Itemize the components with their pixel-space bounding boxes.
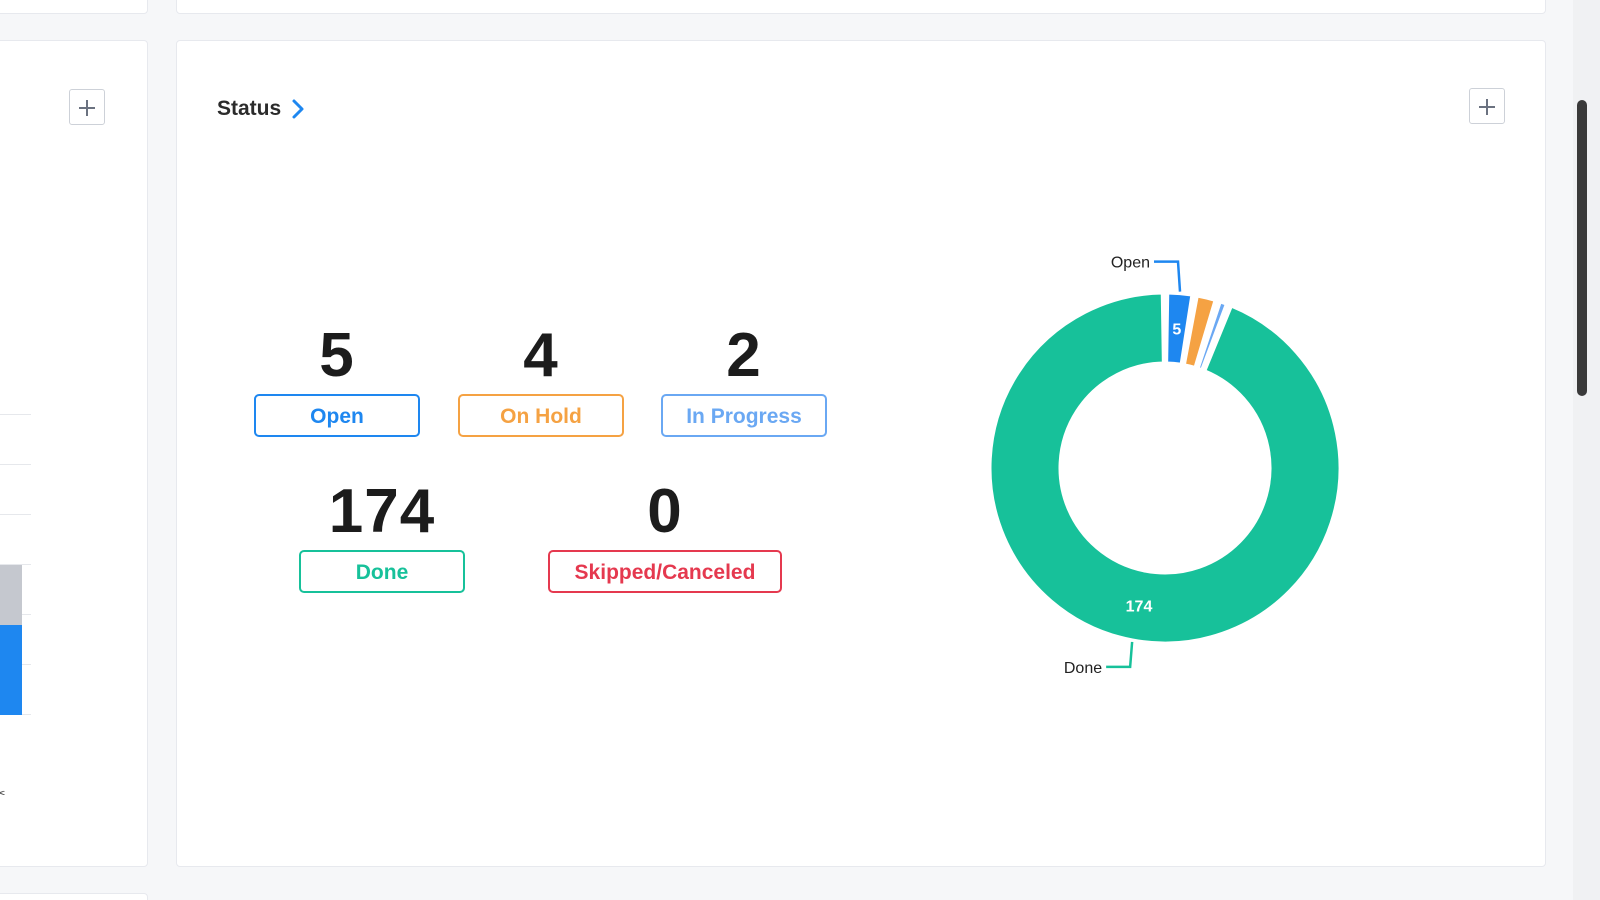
bottom-left-card (0, 893, 148, 900)
top-main-card (176, 0, 1546, 14)
stat-done-count: 174 (328, 477, 436, 546)
scissors-icon: ✂ (0, 786, 8, 800)
callout-line (1154, 260, 1182, 292)
donut-slice-open[interactable] (1165, 291, 1194, 366)
on-hold-status-button[interactable]: On Hold (458, 394, 624, 437)
donut-svg: 5 Open 174 Done (988, 255, 1342, 677)
skipped-canceled-status-button[interactable]: Skipped/Canceled (548, 550, 782, 593)
stat-open: 5 Open (254, 324, 420, 437)
donut-data-label: 174 (1126, 599, 1153, 616)
done-status-button[interactable]: Done (299, 550, 465, 593)
stat-open-count: 5 (319, 321, 355, 390)
donut-data-label: 5 (1172, 322, 1181, 339)
left-chart-bar-segment (0, 565, 22, 625)
plus-icon (86, 100, 88, 116)
stat-on-hold-count: 4 (523, 321, 559, 390)
stat-on-hold: 4 On Hold (458, 324, 624, 437)
donut-callout-label: Done (1064, 660, 1102, 677)
donut-slice-done[interactable] (988, 291, 1342, 645)
status-add-widget-button[interactable] (1469, 88, 1505, 124)
plus-icon (1486, 99, 1488, 115)
top-left-card (0, 0, 148, 14)
stat-skipped-canceled: 0 Skipped/Canceled (548, 480, 782, 593)
in-progress-status-button[interactable]: In Progress (661, 394, 827, 437)
donut-slice-in-progress[interactable] (1196, 300, 1228, 372)
gridline (0, 564, 31, 565)
stat-skipped-canceled-count: 0 (647, 477, 683, 546)
left-widget-card (0, 40, 148, 867)
status-title[interactable]: Status (217, 97, 282, 120)
left-chart-bar-segment (0, 625, 22, 715)
stat-in-progress-count: 2 (726, 321, 762, 390)
left-add-widget-button[interactable] (69, 89, 105, 125)
stat-in-progress: 2 In Progress (661, 324, 827, 437)
donut-slice-on-hold[interactable] (1182, 294, 1217, 369)
chevron-right-icon[interactable] (290, 98, 306, 120)
status-donut-chart: 5 Open 174 Done (980, 250, 1400, 700)
gridline (0, 414, 31, 415)
callout-line (1106, 641, 1134, 669)
stat-done: 174 Done (299, 480, 465, 593)
gridline (0, 464, 31, 465)
scrollbar-thumb[interactable] (1577, 100, 1587, 396)
donut-callout-label: Open (1111, 255, 1150, 272)
open-status-button[interactable]: Open (254, 394, 420, 437)
gridline (0, 514, 31, 515)
